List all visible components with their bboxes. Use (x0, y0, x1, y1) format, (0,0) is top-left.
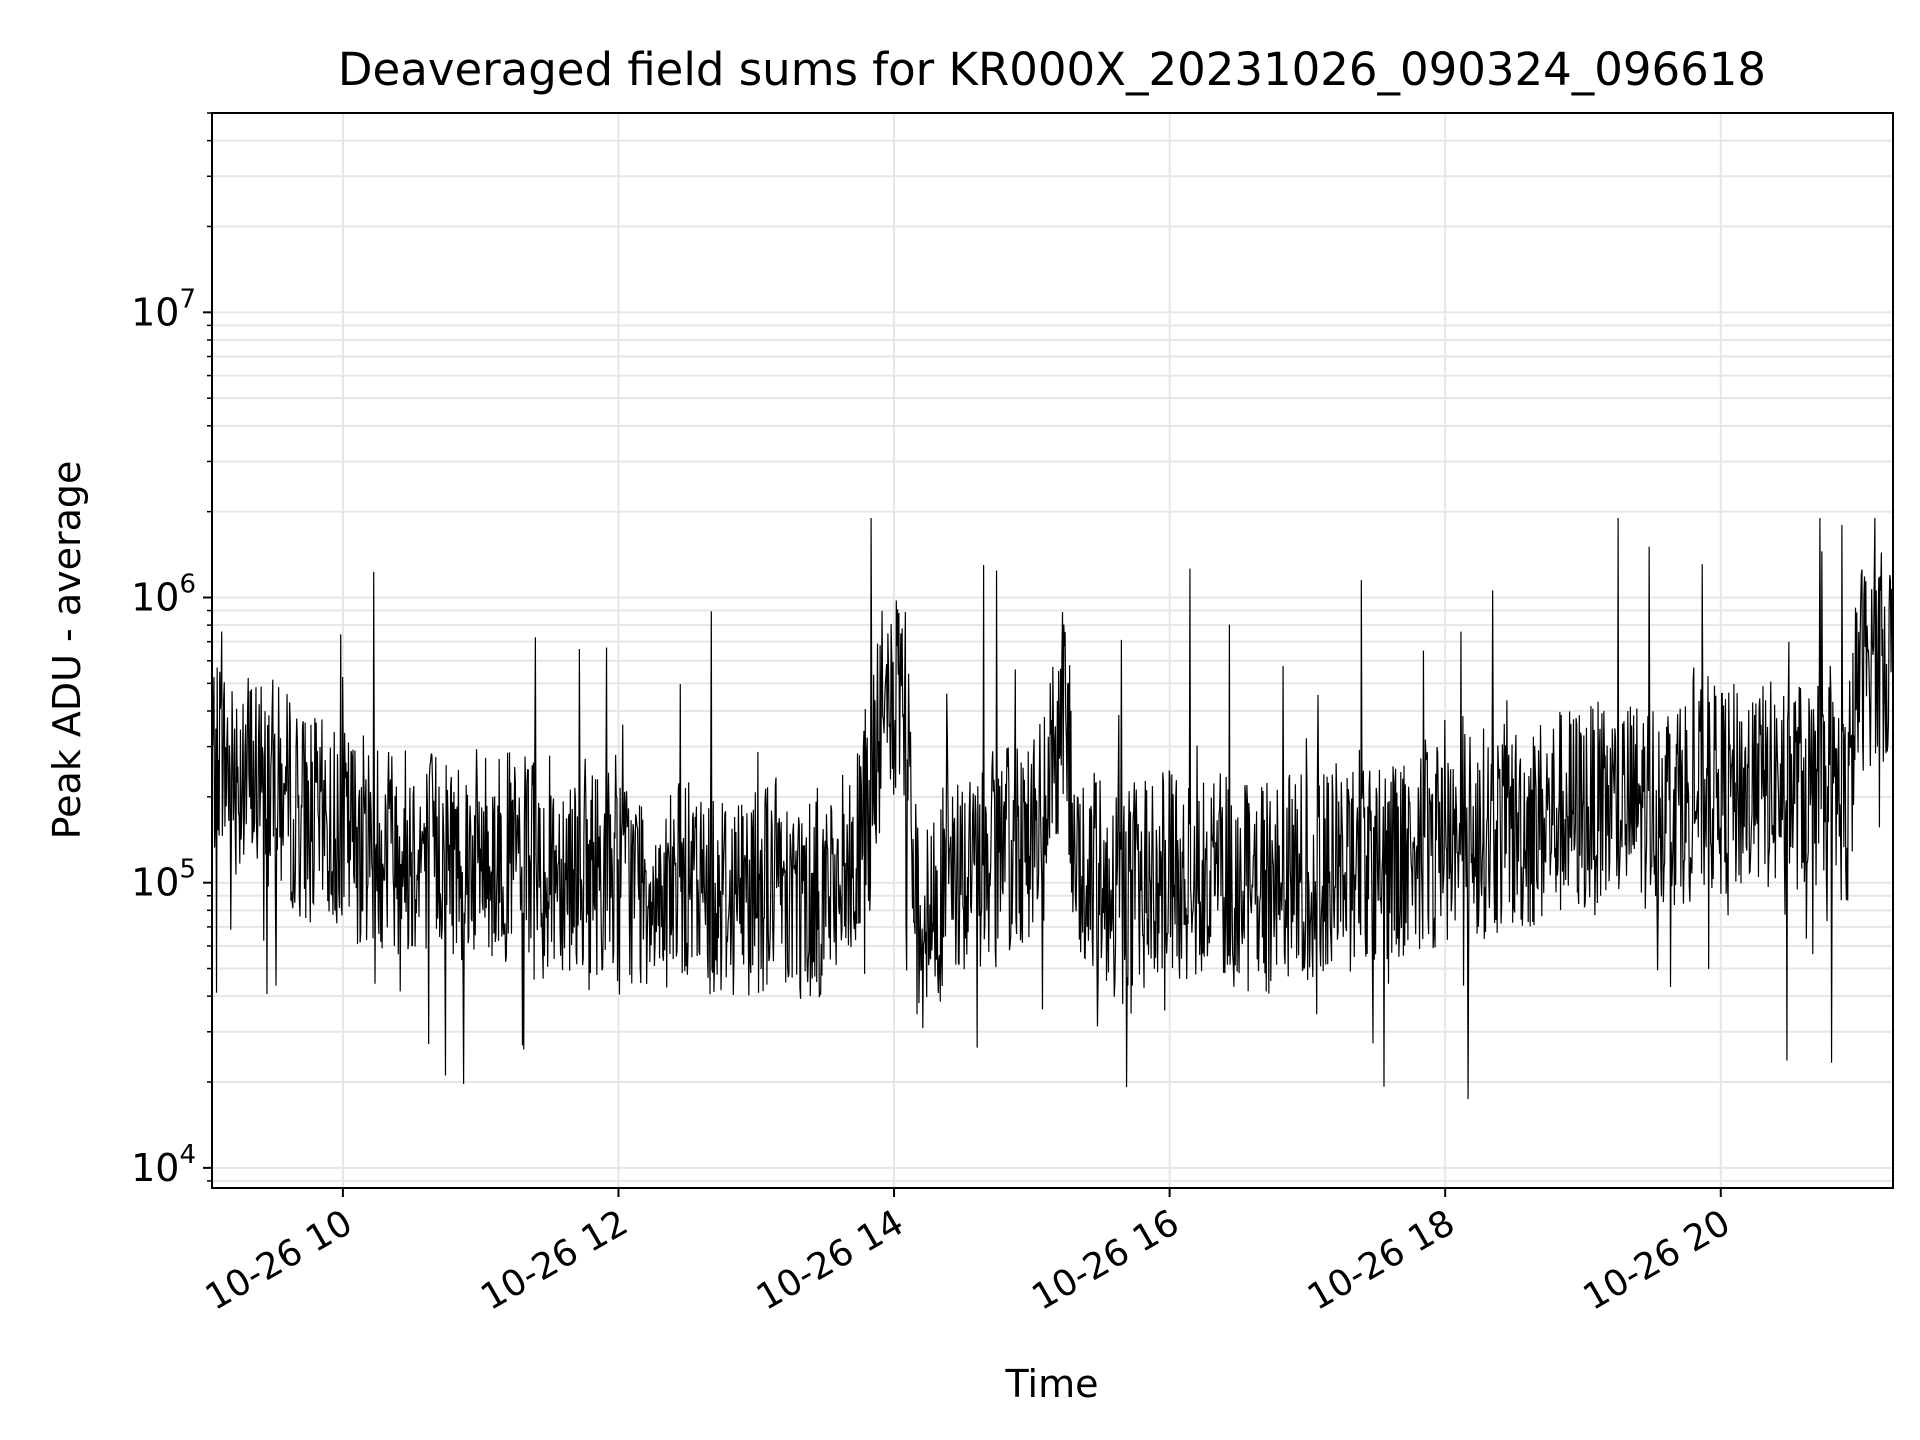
y-tick-label: 106 (131, 570, 196, 620)
y-tick-label: 107 (131, 284, 196, 334)
y-tick-label: 105 (131, 855, 196, 905)
series-layer (211, 518, 1894, 1100)
plot-frame (211, 112, 1894, 1189)
y-tick-label: 104 (131, 1140, 196, 1190)
y-axis-label: Peak ADU - average (45, 461, 89, 840)
chart-title: Deaveraged field sums for KR000X_2023102… (338, 43, 1766, 96)
x-axis-label: Time (1005, 1362, 1099, 1406)
series-line (211, 518, 1894, 1100)
